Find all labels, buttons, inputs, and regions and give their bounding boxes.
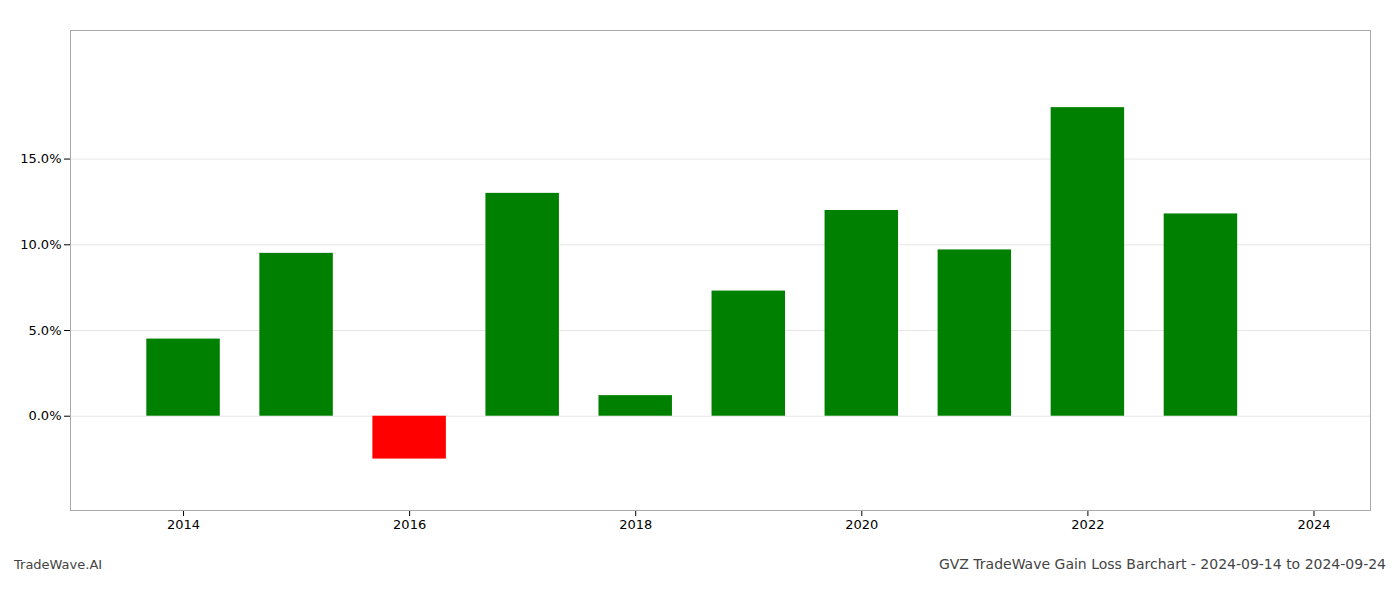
svg-text:2016: 2016 xyxy=(393,517,426,532)
svg-text:2014: 2014 xyxy=(167,517,200,532)
svg-text:2024: 2024 xyxy=(1297,517,1330,532)
html-text:GVZ TradeWave Gain Loss Barcha: GVZ TradeWave Gain Loss Barchart - 2024-… xyxy=(938,556,1386,572)
svg-text:5.0%: 5.0% xyxy=(28,323,61,338)
html-text:TradeWave.AI: TradeWave.AI xyxy=(14,557,103,572)
svg-text:2022: 2022 xyxy=(1071,517,1104,532)
svg-text:10.0%: 10.0% xyxy=(20,237,61,252)
svg-text:0.0%: 0.0% xyxy=(28,408,61,423)
svg-text:2020: 2020 xyxy=(845,517,878,532)
svg-text:2018: 2018 xyxy=(619,517,652,532)
svg-text:15.0%: 15.0% xyxy=(20,151,61,166)
